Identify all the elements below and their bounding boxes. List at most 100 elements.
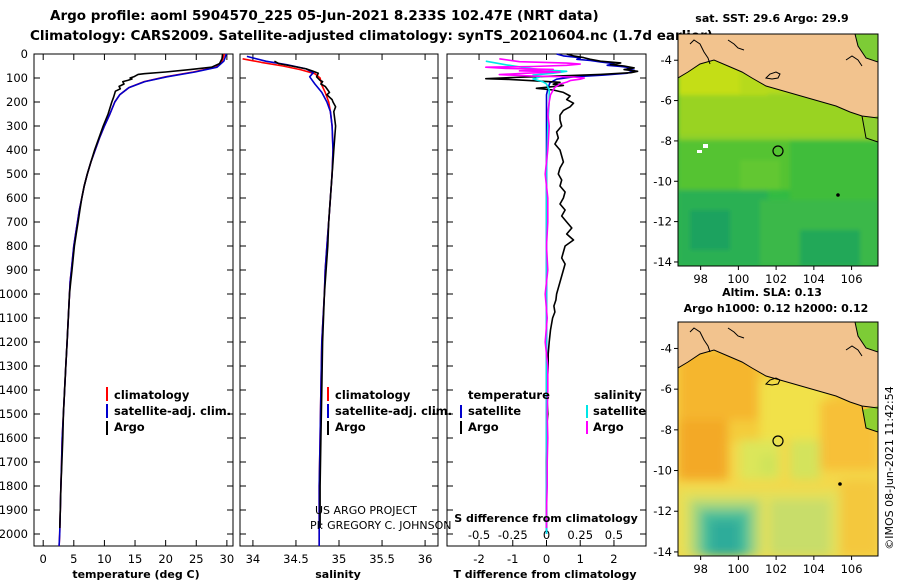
salinity-legend: climatology satellite-adj. clim. Argo	[327, 387, 452, 435]
sla-map-ticks: 98 100 102 104 106 -4 -6 -8 -10 -12 -14	[653, 341, 862, 576]
y-tick-label: 1200	[0, 335, 28, 349]
lon-tick-label: 106	[841, 562, 863, 576]
salinity-xlabel: salinity	[315, 568, 361, 580]
legend-label-t-satellite: satellite	[468, 404, 521, 418]
x-tick-label: 34	[246, 552, 261, 566]
map-bottom-title-1: Altim. SLA: 0.13	[722, 286, 822, 299]
x-tick-label-secondary: 0	[543, 528, 550, 542]
y-tick-label: 900	[6, 263, 28, 277]
x-tick-label: 1	[577, 552, 584, 566]
depth-axis: 0 100 200 300 400 500 600 700 800 900 1000 1100 1200…	[0, 47, 28, 541]
series-line	[484, 53, 639, 528]
difference-xlabel-salinity: S difference from climatology	[454, 512, 638, 525]
plot-frame	[239, 53, 439, 547]
sst-map-ticks: 98 100 102 104 106 -4 -6 -8 -10 -12 -14	[653, 53, 862, 286]
map-bottom-title-2: Argo h1000: 0.12 h2000: 0.12	[684, 302, 869, 315]
legend-label-satellite-adj: satellite-adj. clim.	[114, 404, 231, 418]
x-tick-label: -1	[507, 552, 518, 566]
legend-label-climatology: climatology	[335, 388, 411, 402]
plot-frame	[33, 53, 234, 547]
legend-title-salinity: salinity	[594, 388, 642, 402]
legend-label-t-argo: Argo	[468, 420, 499, 434]
y-tick-label: 400	[6, 143, 28, 157]
difference-xlabel: T difference from climatology	[453, 568, 636, 580]
y-tick-label: 600	[6, 191, 28, 205]
x-tick-label: 25	[189, 552, 204, 566]
legend-title-temperature: temperature	[468, 388, 550, 402]
x-tick-label: 15	[128, 552, 143, 566]
temperature-legend: climatology satellite-adj. clim. Argo	[106, 387, 231, 435]
legend-label-climatology: climatology	[114, 388, 190, 402]
lat-tick-label: -10	[653, 464, 672, 478]
salinity-panel: 34 34.5 35 35.5 36	[239, 53, 439, 566]
lon-tick-label: 100	[727, 562, 749, 576]
sst-map	[677, 33, 879, 267]
x-tick-label: 20	[158, 552, 173, 566]
y-tick-label: 1900	[0, 503, 28, 517]
x-tick-label: 0	[543, 552, 550, 566]
x-tick-label-secondary: 0.5	[605, 528, 623, 542]
lat-tick-label: -10	[653, 174, 672, 188]
y-tick-label: 1300	[0, 359, 28, 373]
y-tick-label: 1600	[0, 431, 28, 445]
y-tick-label: 100	[6, 71, 28, 85]
y-tick-label: 1000	[0, 287, 28, 301]
x-tick-label: 0	[40, 552, 47, 566]
lon-tick-label: 102	[765, 272, 787, 286]
series-line	[59, 53, 224, 529]
lon-tick-label: 106	[841, 272, 863, 286]
y-tick-label: 1400	[0, 383, 28, 397]
legend-label-argo: Argo	[114, 420, 145, 434]
x-tick-label: 5	[70, 552, 77, 566]
lon-tick-label: 100	[727, 272, 749, 286]
y-tick-label: 800	[6, 239, 28, 253]
lon-tick-label: 98	[693, 562, 708, 576]
pi-annotation: PI: GREGORY C. JOHNSON	[310, 519, 451, 532]
y-tick-label: 500	[6, 167, 28, 181]
y-tick-label: 1100	[0, 311, 28, 325]
lon-tick-label: 104	[803, 272, 825, 286]
lat-tick-label: -6	[661, 94, 672, 108]
x-tick-label: 36	[418, 552, 433, 566]
lat-tick-label: -14	[653, 545, 672, 559]
lon-tick-label: 102	[765, 562, 787, 576]
project-annotation: US ARGO PROJECT	[315, 504, 417, 517]
lat-tick-label: -4	[661, 341, 672, 355]
x-tick-label: 2	[610, 552, 617, 566]
temperature-xlabel: temperature (deg C)	[72, 568, 199, 580]
credit-stamp: ©IMOS 08-Jun-2021 11:42:54	[883, 386, 896, 550]
header-line-2: Climatology: CARS2009. Satellite-adjuste…	[30, 28, 713, 44]
lat-tick-label: -8	[661, 134, 672, 148]
y-tick-label: 2000	[0, 527, 28, 541]
series-line	[484, 58, 586, 528]
legend-label-satellite-adj: satellite-adj. clim.	[335, 404, 452, 418]
sla-map	[677, 321, 879, 557]
header-line-1: Argo profile: aoml 5904570_225 05-Jun-20…	[50, 8, 599, 24]
x-tick-label: -2	[473, 552, 484, 566]
temperature-panel: 0 5 10 15 20 25 30	[33, 53, 235, 566]
x-tick-label-secondary: -0.25	[498, 528, 528, 542]
x-tick-label: 30	[220, 552, 235, 566]
y-tick-label: 1500	[0, 407, 28, 421]
lat-tick-label: -8	[661, 423, 672, 437]
y-tick-label: 1700	[0, 455, 28, 469]
lon-tick-label: 98	[693, 272, 708, 286]
lat-tick-label: -4	[661, 53, 672, 67]
difference-legend: temperature salinity satellite Argo sate…	[460, 388, 646, 434]
x-tick-label: 35.5	[369, 552, 395, 566]
lat-tick-label: -12	[653, 504, 672, 518]
argo-float-marker-bottom	[772, 435, 784, 447]
x-tick-label: 34.5	[283, 552, 309, 566]
series-line	[485, 60, 568, 534]
lat-tick-label: -6	[661, 382, 672, 396]
y-tick-label: 200	[6, 95, 28, 109]
argo-float-marker-top	[772, 145, 784, 157]
y-tick-label: 0	[21, 47, 28, 61]
legend-label-s-satellite: satellite	[593, 404, 646, 418]
y-tick-label: 300	[6, 119, 28, 133]
difference-panel: -2 -1 0 1 2 -0.5 -0.25 0 0.25 0.5	[446, 53, 647, 566]
x-tick-label: 35	[332, 552, 347, 566]
y-tick-label: 700	[6, 215, 28, 229]
map-top-title: sat. SST: 29.6 Argo: 29.9	[695, 12, 848, 25]
